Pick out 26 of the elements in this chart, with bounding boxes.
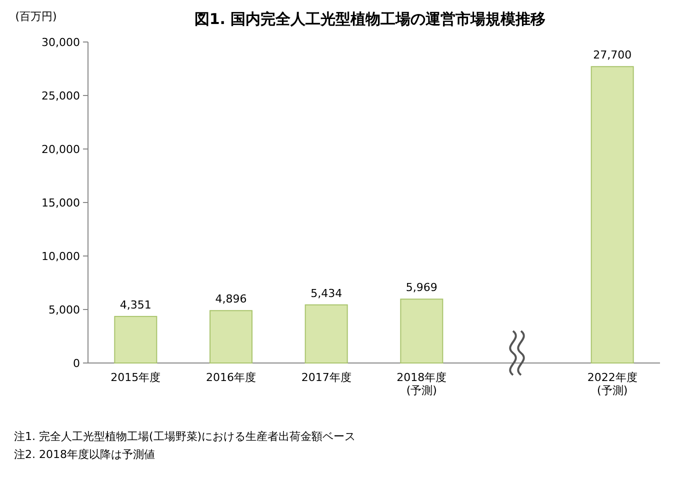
y-tick-label: 30,000 bbox=[42, 36, 80, 49]
bar bbox=[590, 66, 634, 364]
data-label: 4,896 bbox=[215, 292, 247, 306]
y-tick-label: 10,000 bbox=[42, 250, 80, 263]
y-tick-label: 0 bbox=[73, 357, 80, 370]
y-tick-label: 5,000 bbox=[48, 304, 80, 316]
bar bbox=[114, 316, 158, 364]
x-tick-label: 2017年度 bbox=[301, 371, 352, 384]
chart-title: 図1. 国内完全人工光型植物工場の運営市場規模推移 bbox=[194, 10, 546, 28]
y-tick-label: 25,000 bbox=[42, 90, 80, 102]
bar bbox=[400, 298, 444, 364]
x-tick-label: 2015年度 bbox=[110, 371, 161, 384]
bar bbox=[210, 310, 252, 364]
x-tick-label: 2018年度 (予測) bbox=[396, 371, 447, 398]
data-label: 4,351 bbox=[120, 298, 152, 312]
y-axis-title: (百万円) bbox=[15, 10, 57, 23]
data-label: 5,434 bbox=[310, 286, 342, 300]
y-tick-label: 15,000 bbox=[42, 196, 80, 210]
bar bbox=[304, 304, 348, 364]
data-label: 27,700 bbox=[593, 48, 632, 62]
text: 注1. 完全人工光型植物工場(工場野菜)における生産者出荷金額ベース bbox=[14, 430, 356, 443]
text: 注2. 2018年度以降は予測値 bbox=[14, 448, 155, 461]
x-tick-label: 2016年度 bbox=[206, 371, 256, 384]
x-tick-label: 2022年度 (予測) bbox=[587, 371, 638, 398]
data-label: 5,969 bbox=[406, 281, 438, 294]
y-tick-label: 20,000 bbox=[42, 143, 80, 156]
